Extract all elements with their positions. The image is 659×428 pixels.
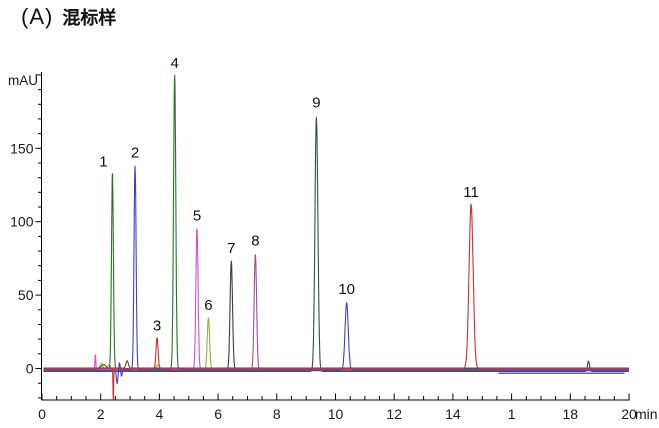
traces bbox=[43, 74, 629, 401]
y-tick-label: 150 bbox=[10, 140, 34, 156]
trace-green bbox=[43, 74, 629, 370]
peak-labels: 1 2 3 4 5 6 7 8 9 10 11 bbox=[99, 55, 479, 335]
peak-label-1: 1 bbox=[99, 153, 107, 170]
peak-label-9: 9 bbox=[312, 95, 320, 112]
x-unit-label: min bbox=[635, 406, 658, 422]
peak-label-10: 10 bbox=[338, 281, 355, 298]
trace-black bbox=[43, 260, 629, 371]
figure-title: (A) 混标样 bbox=[21, 4, 116, 30]
trace-blue bbox=[43, 165, 629, 385]
axes bbox=[35, 72, 630, 401]
trace-purple bbox=[43, 254, 629, 372]
x-tick-label: 12 bbox=[386, 406, 402, 422]
x-tick-label: 6 bbox=[214, 406, 222, 422]
peak-label-4: 4 bbox=[171, 55, 179, 72]
peak-label-6: 6 bbox=[204, 297, 212, 314]
trace-olive bbox=[43, 317, 629, 370]
figure-title-text: 混标样 bbox=[62, 8, 117, 28]
trace-magenta bbox=[43, 228, 629, 371]
figure-label-prefix: (A) bbox=[21, 4, 54, 29]
x-tick-label: 1 bbox=[508, 406, 516, 422]
trace-red bbox=[43, 203, 629, 401]
x-tick-label: 10 bbox=[328, 406, 344, 422]
peak-label-3: 3 bbox=[153, 318, 161, 335]
trace-brown bbox=[43, 360, 629, 369]
y-tick-label: 100 bbox=[10, 214, 34, 230]
peak-label-8: 8 bbox=[251, 233, 259, 250]
y-tick-label: 0 bbox=[26, 361, 34, 377]
x-tick-label: 18 bbox=[563, 406, 579, 422]
x-tick-label: 8 bbox=[273, 406, 281, 422]
y-tick-labels: 0 50 100 150 bbox=[10, 140, 34, 376]
peak-label-7: 7 bbox=[227, 240, 235, 257]
peak-label-5: 5 bbox=[193, 208, 201, 225]
y-tick-label: 50 bbox=[18, 287, 34, 303]
peak-label-11: 11 bbox=[463, 184, 479, 201]
x-tick-label: 2 bbox=[97, 406, 105, 422]
peak-label-2: 2 bbox=[131, 144, 139, 161]
x-tick-label: 20 bbox=[621, 406, 637, 422]
x-tick-label: 4 bbox=[156, 406, 164, 422]
x-tick-label: 14 bbox=[445, 406, 461, 422]
y-axis-unit: mAU bbox=[8, 73, 38, 88]
x-tick-label: 0 bbox=[38, 406, 46, 422]
